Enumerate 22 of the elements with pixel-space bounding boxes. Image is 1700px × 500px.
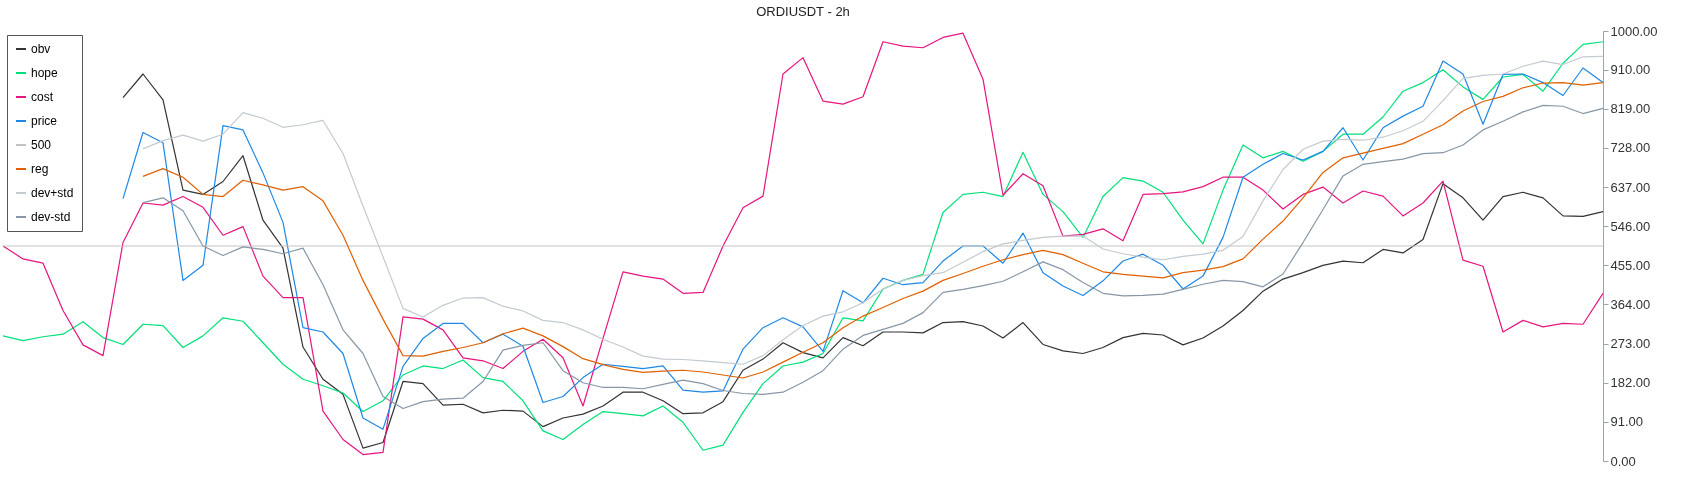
y-tick-label: 364.00 [1610, 296, 1651, 312]
legend-label: 500 [31, 138, 52, 152]
legend-label: price [31, 114, 58, 128]
legend-label: hope [31, 66, 59, 80]
legend-label: dev-std [31, 210, 71, 224]
y-tick-label: 819.00 [1610, 101, 1651, 117]
y-tick-label: 0.00 [1610, 453, 1636, 469]
y-tick-label: 637.00 [1610, 179, 1651, 195]
y-tick-label: 182.00 [1610, 375, 1651, 391]
y-tick-label: 910.00 [1610, 62, 1651, 78]
legend-label: dev+std [31, 186, 74, 200]
y-tick-label: 1000.00 [1610, 23, 1658, 39]
y-tick-label: 273.00 [1610, 336, 1651, 352]
y-tick-label: 91.00 [1610, 414, 1644, 430]
legend-label: reg [31, 162, 49, 176]
legend-label: obv [31, 42, 51, 56]
y-tick-label: 728.00 [1610, 140, 1651, 156]
y-tick-label: 546.00 [1610, 218, 1651, 234]
legend-label: cost [31, 90, 54, 104]
chart-title: ORDIUSDT - 2h [756, 4, 850, 19]
y-tick-label: 455.00 [1610, 257, 1651, 273]
line-series [142, 104, 1604, 410]
